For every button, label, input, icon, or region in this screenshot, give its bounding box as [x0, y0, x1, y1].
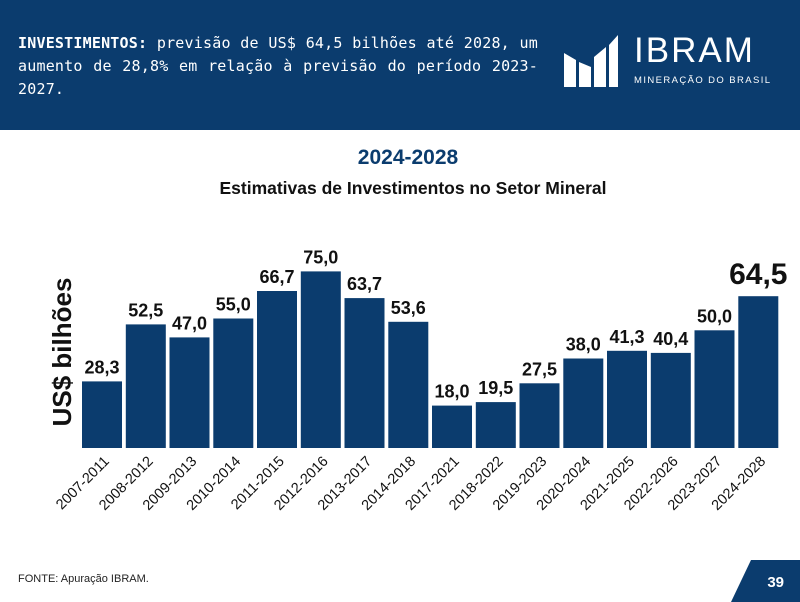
value-label-2023-2027: 50,0 [697, 306, 732, 326]
bar-2012-2016 [300, 271, 341, 448]
value-label-2021-2025: 41,3 [609, 327, 644, 347]
value-label-2019-2023: 27,5 [522, 359, 557, 379]
header-lead: INVESTIMENTOS: [18, 34, 148, 52]
bar-2011-2015 [257, 291, 297, 448]
bar-2018-2022 [475, 402, 516, 448]
header-banner: INVESTIMENTOS: previsão de US$ 64,5 bilh… [0, 0, 800, 130]
ibram-logo: IBRAM MINERAÇÃO DO BRASIL [562, 31, 777, 93]
logo-tagline: MINERAÇÃO DO BRASIL [634, 75, 772, 86]
logo-name: IBRAM [634, 31, 755, 70]
value-label-2017-2021: 18,0 [434, 382, 469, 402]
header-body: previsão de US$ 64,5 bilhões até 2028, u… [18, 34, 538, 98]
bars-group [82, 271, 779, 448]
bar-2020-2024 [563, 358, 604, 448]
chart-title: 2024-2028 [358, 146, 459, 169]
value-labels-group: 28,3 52,5 47,0 55,0 66,7 75,0 63,7 53,6 18,0 19,5… [84, 247, 787, 401]
header-text: INVESTIMENTOS: previsão de US$ 64,5 bilh… [18, 32, 538, 101]
value-label-2022-2026: 40,4 [653, 329, 688, 349]
y-axis-label: US$ bilhões [47, 278, 77, 427]
bar-2013-2017 [344, 298, 385, 448]
bar-2021-2025 [607, 350, 647, 448]
value-label-2009-2013: 47,0 [172, 313, 207, 333]
value-label-2007-2011: 28,3 [84, 357, 119, 377]
value-label-2010-2014: 55,0 [216, 295, 251, 315]
value-label-2012-2016: 75,0 [303, 247, 338, 267]
bar-2008-2012 [125, 324, 166, 448]
x-tick-labels-group: 2007-20112008-20122009-20132010-20142011… [53, 454, 769, 514]
value-label-2014-2018: 53,6 [391, 298, 426, 318]
bar-2007-2011 [82, 381, 122, 448]
value-label-2024-2028: 64,5 [729, 258, 787, 291]
value-label-2020-2024: 38,0 [566, 335, 601, 355]
bar-2014-2018 [388, 321, 429, 448]
value-label-2008-2012: 52,5 [128, 300, 163, 320]
bar-2010-2014 [213, 318, 254, 448]
source-note: FONTE: Apuração IBRAM. [18, 573, 149, 585]
value-label-2011-2015: 66,7 [259, 267, 294, 287]
bar-2017-2021 [432, 405, 472, 448]
bar-2023-2027 [694, 330, 735, 448]
bar-2009-2013 [169, 337, 210, 448]
value-label-2018-2022: 19,5 [478, 378, 513, 398]
bar-2019-2023 [519, 383, 560, 448]
ibram-logo-icon [564, 35, 618, 87]
chart-subtitle: Estimativas de Investimentos no Setor Mi… [219, 178, 606, 198]
investment-bar-chart: 2024-2028 Estimativas de Investimentos n… [47, 146, 787, 514]
bar-2022-2026 [650, 352, 691, 448]
value-label-2013-2017: 63,7 [347, 274, 382, 294]
bar-2024-2028 [738, 296, 779, 448]
page-number: 39 [767, 574, 784, 591]
